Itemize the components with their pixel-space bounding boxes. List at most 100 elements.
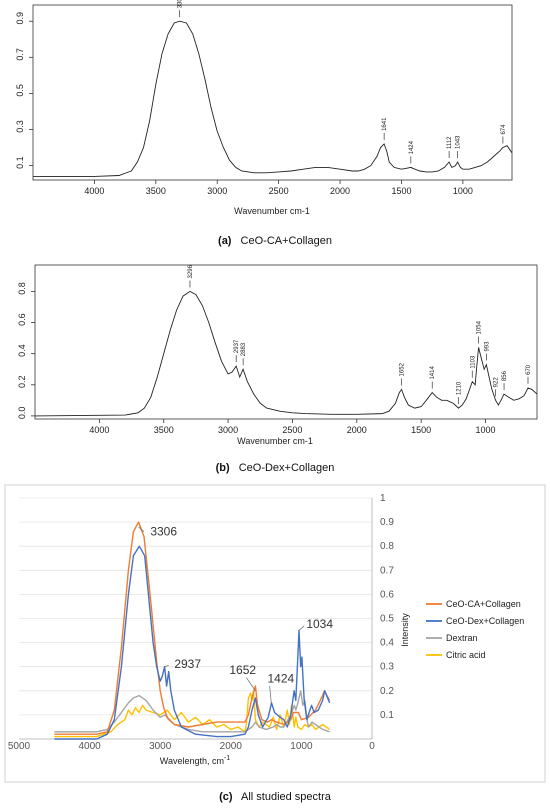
- panel-c-caption-text: All studied spectra: [241, 791, 332, 803]
- x-tick-label: 2000: [347, 425, 367, 435]
- peak-leader: [164, 665, 169, 668]
- peak-label: 1043: [456, 135, 462, 149]
- panel-c-y-ticks: 1 0.9 0.8 0.7 0.6 0.5 0.4 0.3 0.2 0.1: [19, 493, 394, 739]
- y-tick-label: 0.9: [380, 517, 394, 528]
- x-tick-label: 1000: [475, 425, 495, 435]
- y-tick-label: 0.5: [15, 84, 25, 97]
- peak-label: 1210: [456, 381, 462, 395]
- panel-a-peak-labels: 3306 1641 1424 1112 1043 674: [178, 0, 507, 164]
- panel-b-caption: (b) CeO-Dex+Collagen: [216, 462, 335, 474]
- y-tick-label: 0.2: [380, 686, 394, 697]
- x-tick-label: 4000: [84, 186, 104, 196]
- y-tick-label: 0.9: [15, 12, 25, 25]
- peak-leader: [246, 677, 256, 691]
- y-tick-label: 1: [380, 493, 386, 504]
- y-tick-label: 0.7: [15, 48, 25, 61]
- peak-label: 2937: [234, 339, 240, 353]
- y-tick-label: 0.0: [17, 407, 27, 420]
- x-tick-label: 1500: [391, 186, 411, 196]
- peak-label: 1424: [409, 140, 415, 154]
- legend-label: CeO-CA+Collagen: [446, 599, 521, 609]
- y-tick-label: 0.4: [380, 638, 394, 649]
- panel-b-x-axis-title: Wavenumber cm-1: [237, 436, 313, 446]
- legend-label: CeO-Dex+Collagen: [446, 616, 524, 626]
- panel-c-caption: (c) All studied spectra: [219, 791, 332, 803]
- x-tick-label: 1000: [290, 741, 313, 752]
- y-tick-label: 0.6: [380, 589, 394, 600]
- x-tick-label: 3500: [154, 425, 174, 435]
- x-tick-label: 5000: [8, 741, 31, 752]
- x-tick-label: 1000: [453, 186, 473, 196]
- spectrum-line: [33, 20, 513, 177]
- y-tick-label: 0.4: [17, 344, 27, 357]
- peak-label: 993: [484, 341, 490, 352]
- y-tick-label: 0.3: [15, 120, 25, 133]
- peak-label: 1103: [470, 355, 476, 369]
- spectrum-line: [34, 290, 538, 417]
- panel-b-x-ticks: 4000 3500 3000 2500 2000 1500 1000: [89, 419, 496, 435]
- x-tick-label: 2000: [330, 186, 350, 196]
- peak-label: 2937: [174, 657, 201, 671]
- panel-a-caption-text: CeO-CA+Collagen: [241, 235, 332, 247]
- y-tick-label: 0.8: [380, 541, 394, 552]
- peak-leader: [298, 625, 305, 631]
- x-tick-label: 3000: [149, 741, 172, 752]
- panel-b-peak-labels: 3296 2937 2883 1652 1414 1210 1103 1054 993 92285…: [188, 264, 532, 405]
- series-line: [54, 545, 331, 740]
- peak-label: 3306: [150, 524, 177, 538]
- panel-a-series: [33, 20, 513, 177]
- panel-b: 4000 3500 3000 2500 2000 1500 1000 0.00.20.40.…: [17, 264, 538, 474]
- y-tick-label: 0.7: [380, 565, 394, 576]
- series-line: [54, 521, 331, 735]
- panel-a-x-axis-title: Wavenumber cm-1: [234, 206, 310, 216]
- y-tick-label: 0.8: [17, 282, 27, 295]
- panel-b-caption-text: CeO-Dex+Collagen: [239, 462, 335, 474]
- panel-c-caption-letter: (c): [219, 791, 233, 803]
- x-tick-label: 4000: [78, 741, 101, 752]
- x-tick-label: 1500: [411, 425, 431, 435]
- legend-label: Dextran: [446, 633, 478, 643]
- x-tick-label: 2500: [269, 186, 289, 196]
- series-line: [54, 690, 330, 738]
- peak-label: 3306: [178, 0, 184, 8]
- peak-label: 3296: [188, 264, 194, 278]
- x-tick-label: 3500: [146, 186, 166, 196]
- panel-a: 4000 3500 3000 2500 2000 1500 1000 0.10.30.50.…: [15, 0, 513, 247]
- panel-c-peak-labels: 3306 2937 1652 1424 1034: [138, 524, 333, 706]
- x-tick-label: 3000: [207, 186, 227, 196]
- panel-a-y-ticks: 0.1 0.3 0.5 0.7 0.9: [15, 12, 33, 169]
- y-tick-label: 0.5: [380, 614, 394, 625]
- y-tick-label: 0.6: [17, 313, 27, 326]
- x-tick-label: 4000: [89, 425, 109, 435]
- panel-b-series: [34, 290, 538, 417]
- peak-label: 1641: [382, 117, 388, 131]
- x-tick-label: 2500: [282, 425, 302, 435]
- peak-label: 1034: [306, 617, 333, 631]
- panel-c-y-axis-title: Intensity: [400, 613, 410, 647]
- peak-label: 670: [526, 364, 532, 375]
- panel-a-x-ticks: 4000 3500 3000 2500 2000 1500 1000: [84, 180, 473, 196]
- peak-label: 2883: [241, 342, 247, 356]
- peak-label: 674: [501, 124, 507, 135]
- panel-c-legend: CeO-CA+Collagen CeO-Dex+Collagen Dextran Ci…: [426, 599, 524, 660]
- x-tick-label: 3000: [218, 425, 238, 435]
- panel-c-x-axis-title: Wavelength, cm-1: [160, 755, 231, 766]
- peak-leader: [138, 526, 145, 533]
- panel-b-frame: [34, 264, 538, 420]
- peak-label: 1112: [447, 136, 453, 149]
- panel-b-y-ticks: 0.0 0.2 0.4 0.6 0.8: [17, 282, 35, 419]
- peak-label: 1424: [268, 671, 295, 685]
- peak-label: 922: [494, 377, 500, 388]
- panel-c: 5000 4000 3000 2000 1000 0 1 0.9 0.8 0.7 0.6 0.5 0.…: [4, 484, 546, 803]
- x-tick-label: 2000: [220, 741, 243, 752]
- panel-a-caption-letter: (a): [218, 235, 232, 247]
- panel-c-series: [54, 521, 331, 740]
- panel-a-frame: [32, 4, 513, 181]
- peak-leader: [269, 685, 272, 706]
- y-tick-label: 0.1: [380, 710, 394, 721]
- panel-b-caption-letter: (b): [216, 462, 230, 474]
- peak-label: 1054: [477, 320, 483, 334]
- x-tick-label: 0: [369, 741, 375, 752]
- peak-label: 1652: [229, 663, 256, 677]
